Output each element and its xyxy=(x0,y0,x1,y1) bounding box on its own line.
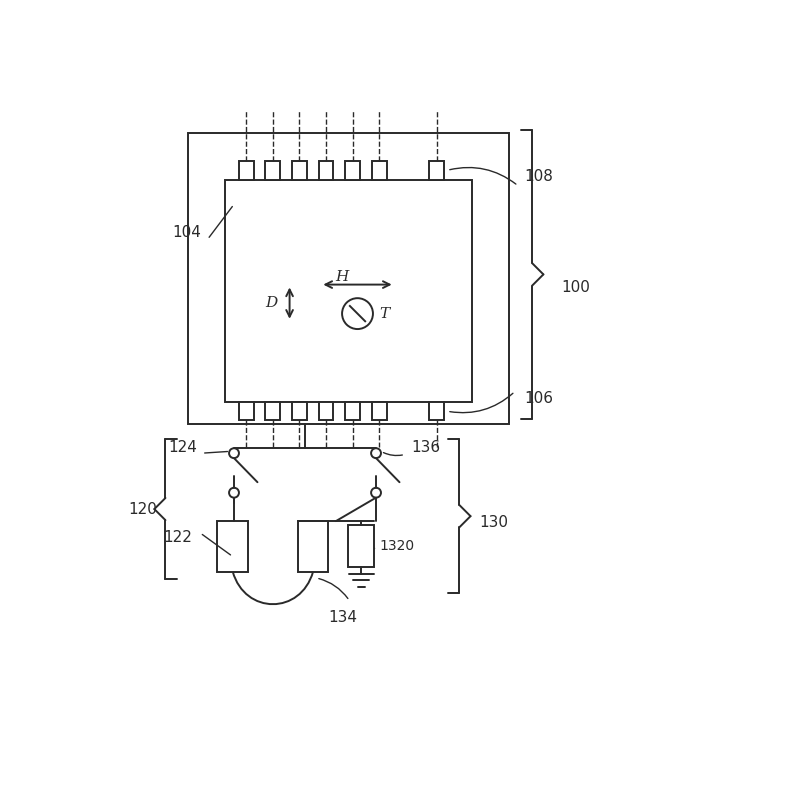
Bar xyxy=(188,133,509,423)
Text: 104: 104 xyxy=(172,225,202,240)
Text: H: H xyxy=(335,269,349,284)
Bar xyxy=(218,521,248,572)
Text: 120: 120 xyxy=(129,503,158,517)
Bar xyxy=(372,161,386,180)
Text: 130: 130 xyxy=(479,515,508,530)
Text: D: D xyxy=(265,296,277,310)
Bar xyxy=(429,161,444,180)
Text: 134: 134 xyxy=(329,610,358,625)
Bar xyxy=(266,402,280,420)
Bar xyxy=(298,521,329,572)
Bar xyxy=(225,180,472,402)
Bar xyxy=(348,525,374,567)
Text: 136: 136 xyxy=(411,439,440,455)
Text: 124: 124 xyxy=(168,439,197,455)
Bar xyxy=(292,161,307,180)
Bar xyxy=(266,161,280,180)
Bar xyxy=(372,402,386,420)
Text: 106: 106 xyxy=(524,391,554,407)
Text: T: T xyxy=(379,306,390,321)
Bar xyxy=(318,402,334,420)
Text: 108: 108 xyxy=(524,169,553,184)
Text: 122: 122 xyxy=(164,530,193,545)
Bar xyxy=(345,402,360,420)
Bar xyxy=(292,402,307,420)
Bar xyxy=(239,402,254,420)
Bar xyxy=(345,161,360,180)
Bar xyxy=(318,161,334,180)
Bar xyxy=(239,161,254,180)
Bar xyxy=(429,402,444,420)
Text: 100: 100 xyxy=(562,280,590,295)
Text: 1320: 1320 xyxy=(379,539,414,553)
